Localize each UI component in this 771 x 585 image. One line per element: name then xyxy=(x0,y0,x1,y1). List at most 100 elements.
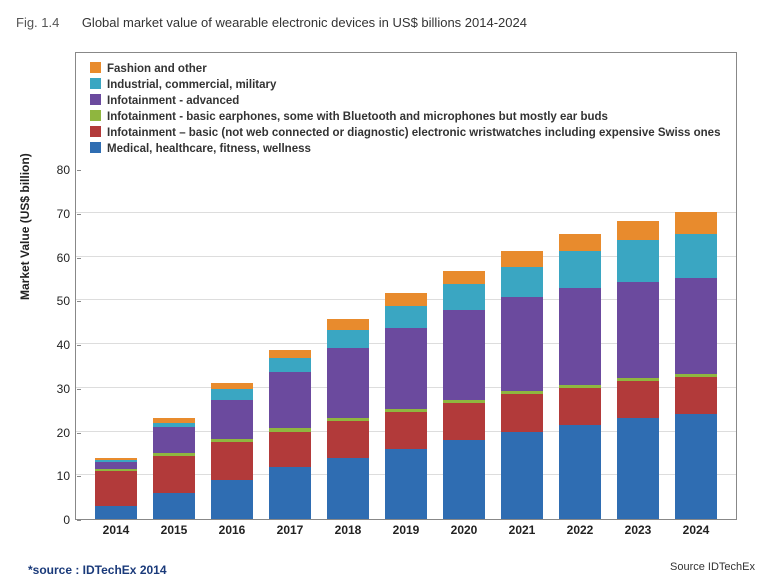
bar-segment-industrial xyxy=(211,389,253,400)
bar-segment-industrial xyxy=(385,306,427,328)
legend-label: Infotainment - basic earphones, some wit… xyxy=(107,111,608,123)
bar-segment-fashion xyxy=(153,418,195,422)
bar-segment-infotainment_basic_watch xyxy=(617,381,659,418)
legend-swatch xyxy=(90,126,101,137)
bar-segment-industrial xyxy=(327,330,369,348)
x-tick-label: 2016 xyxy=(219,519,246,537)
bar-segment-industrial xyxy=(443,284,485,310)
bar-segment-fashion xyxy=(269,350,311,359)
bar-segment-medical xyxy=(559,425,601,519)
bar-segment-industrial xyxy=(269,358,311,371)
bar-segment-infotainment_basic_watch xyxy=(675,377,717,414)
x-tick-label: 2023 xyxy=(625,519,652,537)
bar-segment-medical xyxy=(675,414,717,519)
y-tick-label: 20 xyxy=(57,426,76,440)
bar-segment-fashion xyxy=(501,251,543,266)
x-tick-label: 2024 xyxy=(683,519,710,537)
figure-header: Fig. 1.4 Global market value of wearable… xyxy=(16,14,755,32)
y-tick-label: 10 xyxy=(57,469,76,483)
bar-segment-fashion xyxy=(559,234,601,252)
bar-segment-medical xyxy=(617,418,659,519)
bar-segment-infotainment_basic_watch xyxy=(95,471,137,506)
y-tick-label: 50 xyxy=(57,294,76,308)
bar-segment-medical xyxy=(501,432,543,520)
y-axis-label: Market Value (US$ billion) xyxy=(18,153,32,300)
legend-swatch xyxy=(90,94,101,105)
bar-segment-infotainment_basic_watch xyxy=(385,412,427,449)
y-tick-label: 30 xyxy=(57,382,76,396)
bar-segment-infotainment_basic_watch xyxy=(327,421,369,458)
bar-segment-medical xyxy=(269,467,311,520)
bar-segment-infotainment_basic_ear xyxy=(95,469,137,471)
bar-segment-industrial xyxy=(153,423,195,427)
legend-item: Medical, healthcare, fitness, wellness xyxy=(90,141,720,157)
bar-segment-infotainment_basic_watch xyxy=(211,442,253,479)
y-tick-label: 80 xyxy=(57,163,76,177)
bar-segment-infotainment_advanced xyxy=(675,278,717,374)
x-tick-label: 2019 xyxy=(393,519,420,537)
plot-area: 0102030405060708020142015201620172018201… xyxy=(76,169,736,519)
bar-segment-infotainment_basic_watch xyxy=(559,388,601,425)
y-tick-label: 70 xyxy=(57,207,76,221)
legend-item: Industrial, commercial, military xyxy=(90,77,720,93)
bar-segment-fashion xyxy=(327,319,369,330)
bar-segment-fashion xyxy=(385,293,427,306)
bar-segment-infotainment_basic_watch xyxy=(443,403,485,440)
bar-segment-infotainment_advanced xyxy=(559,288,601,384)
bar-segment-infotainment_basic_ear xyxy=(269,428,311,431)
bar-segment-medical xyxy=(327,458,369,519)
x-tick-label: 2021 xyxy=(509,519,536,537)
bar-segment-fashion xyxy=(617,221,659,241)
bar-segment-infotainment_advanced xyxy=(617,282,659,378)
bar-segment-infotainment_advanced xyxy=(443,310,485,400)
bar-segment-industrial xyxy=(559,251,601,288)
bar-segment-medical xyxy=(443,440,485,519)
bar-segment-fashion xyxy=(211,383,253,390)
chart-area: Fashion and other Industrial, commercial,… xyxy=(75,52,737,520)
x-tick-label: 2017 xyxy=(277,519,304,537)
legend-label: Fashion and other xyxy=(107,63,207,75)
x-tick-label: 2022 xyxy=(567,519,594,537)
bar-segment-infotainment_advanced xyxy=(211,400,253,439)
figure-title: Global market value of wearable electron… xyxy=(82,15,527,30)
figure-container: Fig. 1.4 Global market value of wearable… xyxy=(0,0,771,585)
bar-segment-infotainment_advanced xyxy=(153,427,195,453)
x-tick-label: 2018 xyxy=(335,519,362,537)
bar-segment-infotainment_advanced xyxy=(269,372,311,429)
bar-segment-medical xyxy=(211,480,253,519)
legend-swatch xyxy=(90,142,101,153)
legend-label: Medical, healthcare, fitness, wellness xyxy=(107,143,311,155)
bar-segment-infotainment_basic_ear xyxy=(443,400,485,403)
bar-segment-infotainment_basic_watch xyxy=(153,456,195,493)
legend-swatch xyxy=(90,78,101,89)
bar-segment-medical xyxy=(153,493,195,519)
legend-label: Infotainment - advanced xyxy=(107,95,239,107)
bar-segment-infotainment_advanced xyxy=(501,297,543,391)
legend-item: Infotainment - advanced xyxy=(90,93,720,109)
bar-segment-medical xyxy=(95,506,137,519)
bar-segment-infotainment_basic_ear xyxy=(385,409,427,412)
source-credit: Source IDTechEx xyxy=(670,561,755,573)
bar-segment-infotainment_basic_ear xyxy=(617,378,659,381)
legend: Fashion and other Industrial, commercial,… xyxy=(90,61,720,157)
y-tick-label: 60 xyxy=(57,251,76,265)
bar-segment-medical xyxy=(385,449,427,519)
bar-segment-infotainment_advanced xyxy=(95,462,137,469)
legend-swatch xyxy=(90,62,101,73)
bar-segment-infotainment_basic_ear xyxy=(501,391,543,394)
gridline xyxy=(76,212,736,213)
legend-label: Industrial, commercial, military xyxy=(107,79,276,91)
bar-segment-industrial xyxy=(617,240,659,282)
bar-segment-infotainment_basic_ear xyxy=(153,453,195,455)
bar-segment-infotainment_advanced xyxy=(385,328,427,409)
bar-segment-fashion xyxy=(443,271,485,284)
x-tick-label: 2015 xyxy=(161,519,188,537)
bar-segment-fashion xyxy=(675,212,717,234)
source-footnote: *source : IDTechEx 2014 xyxy=(28,563,167,577)
bar-segment-infotainment_basic_watch xyxy=(269,432,311,467)
bar-segment-industrial xyxy=(501,267,543,298)
figure-label: Fig. 1.4 xyxy=(16,15,59,30)
legend-swatch xyxy=(90,110,101,121)
bar-segment-infotainment_basic_ear xyxy=(327,418,369,421)
x-tick-label: 2014 xyxy=(103,519,130,537)
